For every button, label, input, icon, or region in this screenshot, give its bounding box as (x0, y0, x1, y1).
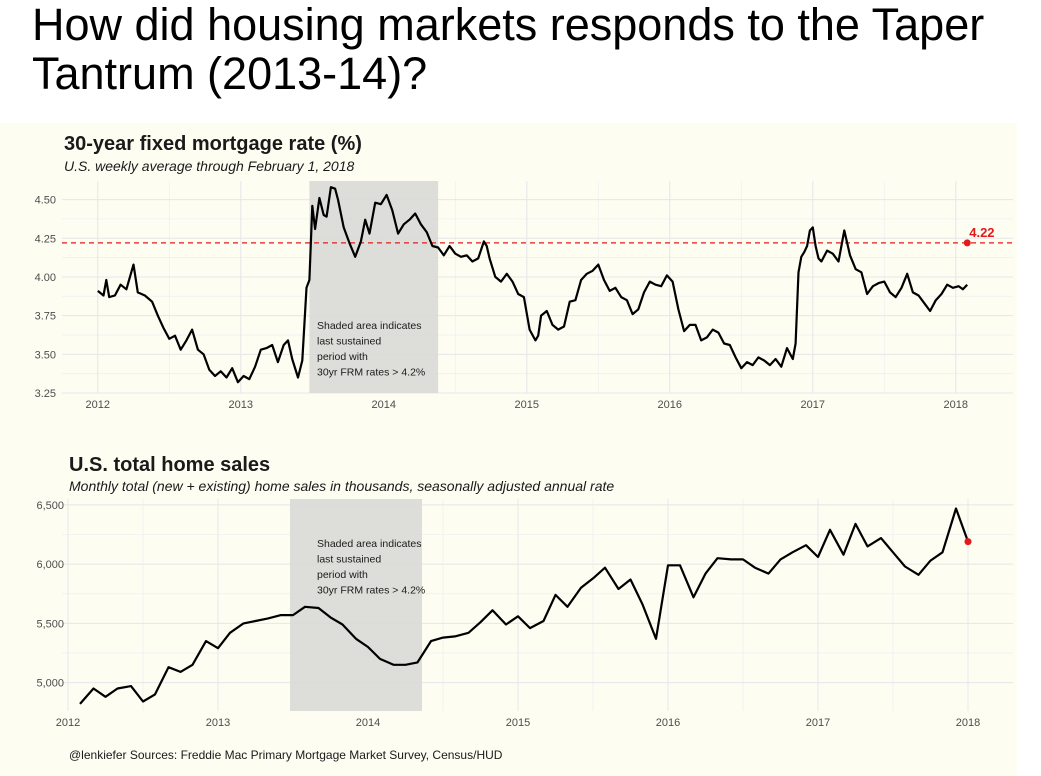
slide-title: How did housing markets responds to the … (32, 0, 985, 99)
end-point-marker (963, 239, 971, 247)
y-tick-label: 4.00 (35, 272, 56, 284)
y-tick-label: 4.25 (35, 233, 56, 245)
mortgage-rate-chart: 30-year fixed mortgage rate (%) U.S. wee… (35, 133, 1013, 411)
shade-annotation-line: period with (317, 569, 368, 581)
y-tick-label: 6,000 (36, 559, 64, 571)
chart2-title: U.S. total home sales (69, 454, 270, 476)
x-tick-label: 2015 (506, 717, 530, 729)
end-point-marker (964, 538, 972, 546)
chart1-subtitle: U.S. weekly average through February 1, … (64, 158, 354, 174)
x-tick-label: 2014 (372, 399, 396, 411)
y-tick-label: 6,500 (36, 500, 64, 512)
y-tick-label: 3.50 (35, 349, 56, 361)
shade-annotation-line: 30yr FRM rates > 4.2% (317, 585, 425, 597)
shade-annotation-line: Shaded area indicates (317, 538, 422, 550)
shaded-period (290, 499, 422, 711)
x-tick-label: 2018 (944, 399, 968, 411)
x-tick-label: 2016 (656, 717, 680, 729)
y-tick-label: 3.75 (35, 311, 56, 323)
chart-panel: 30-year fixed mortgage rate (%) U.S. wee… (0, 123, 1017, 776)
y-tick-label: 4.50 (35, 195, 56, 207)
x-tick-label: 2018 (956, 717, 980, 729)
x-tick-label: 2012 (86, 399, 110, 411)
x-tick-label: 2013 (229, 399, 253, 411)
shade-annotation-line: last sustained (317, 554, 381, 566)
x-tick-label: 2017 (806, 717, 830, 729)
chart2-subtitle: Monthly total (new + existing) home sale… (69, 478, 614, 494)
end-point-label: 4.22 (969, 225, 994, 240)
shade-annotation-line: period with (317, 351, 368, 363)
shade-annotation-line: 30yr FRM rates > 4.2% (317, 367, 425, 379)
source-caption: @lenkiefer Sources: Freddie Mac Primary … (69, 748, 503, 762)
series-line (79, 507, 970, 705)
home-sales-chart: U.S. total home sales Monthly total (new… (36, 454, 1013, 729)
shade-annotation-line: Shaded area indicates (317, 320, 422, 332)
y-tick-label: 5,000 (36, 678, 64, 690)
x-tick-label: 2017 (801, 399, 825, 411)
charts-svg: 30-year fixed mortgage rate (%) U.S. wee… (35, 133, 1013, 762)
shade-annotation-line: last sustained (317, 336, 381, 348)
series-line (97, 186, 969, 384)
y-tick-label: 3.25 (35, 388, 56, 400)
x-tick-label: 2013 (206, 717, 230, 729)
chart1-title: 30-year fixed mortgage rate (%) (64, 133, 362, 155)
x-tick-label: 2015 (515, 399, 539, 411)
y-tick-label: 5,500 (36, 618, 64, 630)
x-tick-label: 2012 (56, 717, 80, 729)
x-tick-label: 2014 (356, 717, 380, 729)
x-tick-label: 2016 (658, 399, 682, 411)
